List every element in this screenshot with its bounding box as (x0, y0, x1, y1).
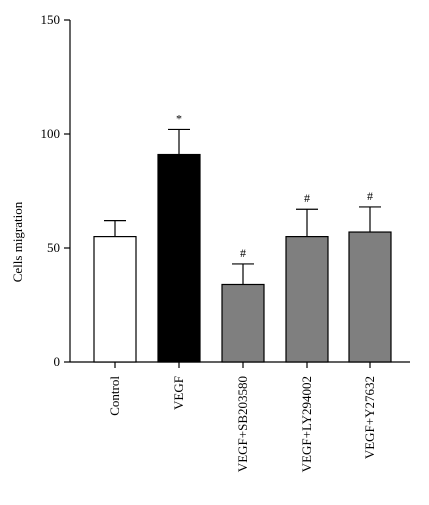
y-tick-label: 100 (41, 126, 61, 141)
x-tick-label: VEGF+SB203580 (235, 376, 250, 472)
x-tick-label: VEGF+LY294002 (299, 376, 314, 472)
y-tick-label: 50 (47, 240, 60, 255)
bar (157, 153, 201, 363)
bar (221, 283, 265, 363)
x-tick-labels: Control VEGF VEGF+SB203580 VEGF+LY294002 VEG… (107, 376, 377, 473)
x-tick-label: VEGF (171, 376, 186, 410)
significance-marker: # (240, 246, 246, 260)
x-tick-label: VEGF+Y27632 (362, 376, 377, 459)
y-tick-labels: 0 50 100 150 (41, 12, 61, 369)
x-tick-label: Control (107, 376, 122, 416)
bars (93, 153, 392, 363)
significance-marker: # (304, 191, 310, 205)
bar (93, 236, 137, 363)
bar (285, 236, 329, 363)
y-tick-label: 0 (54, 354, 61, 369)
y-axis-label: Cells migration (10, 201, 25, 282)
significance-marker: * (176, 111, 182, 125)
significance-annotations: * # # # (176, 111, 373, 260)
error-bars (104, 128, 381, 285)
significance-marker: # (367, 189, 373, 203)
bar (348, 231, 392, 363)
y-tick-label: 150 (41, 12, 61, 27)
